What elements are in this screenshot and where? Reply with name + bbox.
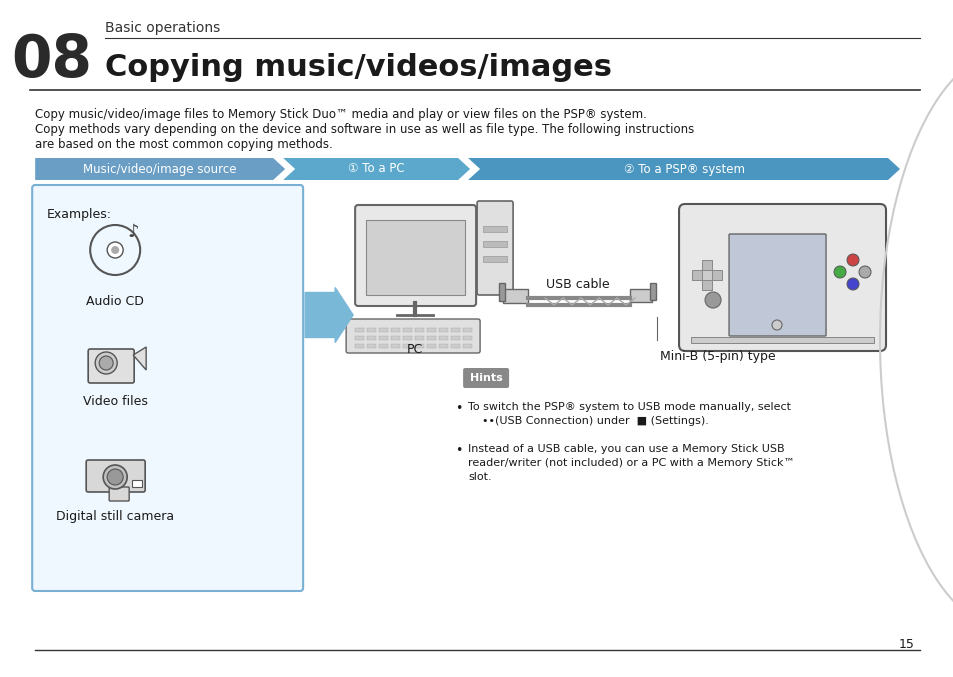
FancyArrow shape [305, 288, 353, 343]
Bar [403, 336, 412, 340]
Circle shape [103, 465, 127, 489]
Text: ② To a PSP® system: ② To a PSP® system [623, 162, 743, 175]
Bar [451, 344, 459, 348]
Bar [438, 336, 448, 340]
Bar [415, 328, 424, 332]
Polygon shape [468, 158, 899, 180]
FancyBboxPatch shape [32, 185, 303, 591]
Bar [482, 241, 507, 247]
Text: Examples:: Examples: [47, 208, 112, 221]
Text: Digital still camera: Digital still camera [56, 510, 174, 523]
Circle shape [704, 292, 720, 308]
Circle shape [846, 254, 858, 266]
Bar [701, 270, 711, 280]
Polygon shape [35, 158, 285, 180]
Circle shape [846, 278, 858, 290]
Bar [427, 328, 436, 332]
Bar [378, 344, 388, 348]
Bar [415, 344, 424, 348]
FancyBboxPatch shape [679, 204, 885, 351]
Text: slot.: slot. [468, 472, 491, 482]
Bar [438, 344, 448, 348]
Polygon shape [133, 347, 146, 370]
Bar [403, 344, 412, 348]
Circle shape [833, 266, 845, 278]
Bar [498, 283, 504, 301]
FancyBboxPatch shape [476, 201, 513, 295]
Text: Hints: Hints [469, 373, 502, 383]
Text: Instead of a USB cable, you can use a Memory Stick USB: Instead of a USB cable, you can use a Me… [468, 444, 784, 454]
Text: Audio CD: Audio CD [86, 295, 144, 308]
Bar [462, 336, 472, 340]
Text: •: • [455, 402, 462, 415]
Text: ••(USB Connection) under  ■ (Settings).: ••(USB Connection) under ■ (Settings). [468, 416, 708, 426]
Bar [462, 344, 472, 348]
Bar [438, 328, 448, 332]
Text: Music/video/image source: Music/video/image source [83, 162, 236, 175]
Bar [391, 344, 399, 348]
Text: •: • [455, 444, 462, 457]
Text: PC: PC [407, 343, 423, 356]
Circle shape [771, 320, 781, 330]
Text: Copying music/videos/images: Copying music/videos/images [105, 53, 612, 83]
Text: ① To a PC: ① To a PC [348, 162, 404, 175]
Circle shape [95, 352, 117, 374]
FancyBboxPatch shape [88, 349, 134, 383]
Text: reader/writer (not included) or a PC with a Memory Stick™: reader/writer (not included) or a PC wit… [468, 458, 794, 468]
Bar [415, 336, 424, 340]
Bar [462, 328, 472, 332]
FancyBboxPatch shape [728, 234, 825, 336]
Bar [391, 336, 399, 340]
Bar [132, 480, 142, 487]
Bar [355, 344, 364, 348]
Bar [502, 289, 528, 303]
Bar [482, 256, 507, 262]
Bar [367, 328, 375, 332]
Text: are based on the most common copying methods.: are based on the most common copying met… [35, 138, 333, 151]
Bar [427, 344, 436, 348]
Bar [649, 283, 656, 300]
Bar [451, 336, 459, 340]
Bar [355, 336, 364, 340]
Bar [391, 328, 399, 332]
Bar [367, 344, 375, 348]
FancyBboxPatch shape [462, 368, 509, 388]
Text: USB cable: USB cable [546, 278, 609, 291]
Text: Basic operations: Basic operations [105, 21, 220, 35]
Text: Copy music/video/image files to Memory Stick Duo™ media and play or view files o: Copy music/video/image files to Memory S… [35, 108, 646, 121]
Bar [701, 280, 711, 290]
Bar [366, 220, 465, 295]
Bar [427, 336, 436, 340]
Text: 15: 15 [898, 638, 914, 651]
Bar [367, 336, 375, 340]
Bar [629, 289, 652, 302]
Bar [690, 337, 873, 343]
Circle shape [107, 242, 123, 258]
Circle shape [858, 266, 870, 278]
Text: To switch the PSP® system to USB mode manually, select: To switch the PSP® system to USB mode ma… [468, 402, 790, 412]
Bar [378, 328, 388, 332]
Text: ♪: ♪ [128, 223, 139, 241]
Bar [451, 328, 459, 332]
Bar [691, 270, 701, 280]
Text: Copy methods vary depending on the device and software in use as well as file ty: Copy methods vary depending on the devic… [35, 123, 694, 136]
Bar [711, 270, 721, 280]
FancyBboxPatch shape [109, 487, 129, 501]
FancyBboxPatch shape [346, 319, 479, 353]
Text: Video files: Video files [83, 395, 148, 408]
FancyBboxPatch shape [355, 205, 476, 306]
Bar [403, 328, 412, 332]
Polygon shape [283, 158, 470, 180]
Circle shape [107, 469, 123, 485]
Text: Mini-B (5-pin) type: Mini-B (5-pin) type [659, 350, 775, 363]
Circle shape [112, 246, 119, 254]
Bar [355, 328, 364, 332]
Bar [701, 260, 711, 270]
FancyBboxPatch shape [86, 460, 145, 492]
Bar [378, 336, 388, 340]
Bar [482, 226, 507, 232]
Circle shape [99, 356, 113, 370]
Text: 08: 08 [11, 32, 92, 89]
